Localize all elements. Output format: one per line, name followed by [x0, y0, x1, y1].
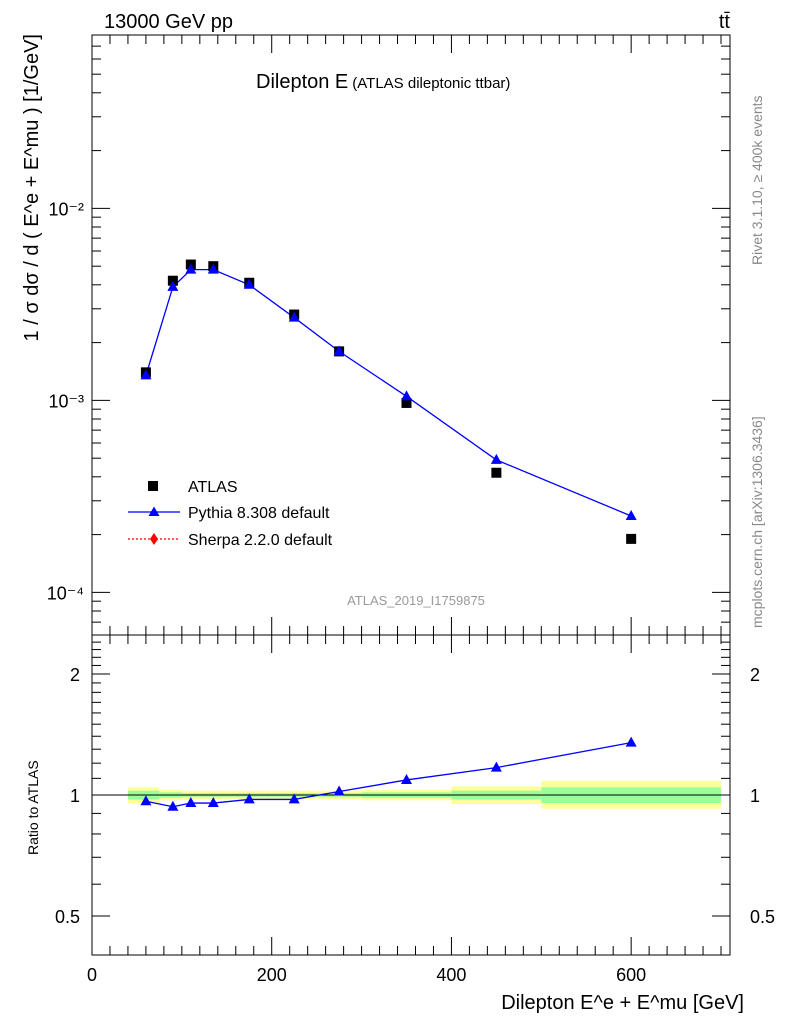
pythia-main-point-0: [140, 369, 152, 380]
atlas-point-7: [401, 397, 412, 408]
xtick-label-1: 200: [257, 965, 287, 985]
rivet-label: Rivet 3.1.10, ≥ 400k events: [749, 95, 765, 265]
legend-marker-pythia: [148, 506, 160, 516]
ratio-ytick-label-left-0: 0.5: [55, 907, 80, 927]
pythia-ratio-point-5: [288, 793, 300, 804]
mcplots-label: mcplots.cern.ch [arXiv:1306.3436]: [749, 416, 765, 628]
legend-marker-atlas: [148, 481, 158, 491]
analysis-id: ATLAS_2019_I1759875: [347, 593, 485, 608]
pythia-ratio-point-3: [207, 797, 219, 808]
legend-label-sherpa: Sherpa 2.2.0 default: [188, 532, 333, 549]
xtick-label-0: 0: [87, 965, 97, 985]
ratio-ytick-label-right-1: 1: [750, 786, 760, 806]
ratio-y-axis-label: Ratio to ATLAS: [25, 760, 41, 855]
pythia-main-point-9: [625, 509, 637, 520]
ratio-ytick-label-left-2: 2: [70, 665, 80, 685]
pythia-main-point-4: [243, 278, 255, 289]
ratio-ytick-label-right-2: 2: [750, 665, 760, 685]
plot-title-sub: (ATLAS dileptonic ttbar): [352, 75, 510, 92]
legend-label-atlas: ATLAS: [188, 479, 238, 496]
pythia-main-line: [145, 268, 632, 517]
x-axis-label: Dilepton E^e + E^mu [GeV]: [501, 992, 744, 1014]
pythia-ratio-point-2: [185, 797, 197, 808]
energy-label: 13000 GeV pp: [104, 11, 233, 33]
xtick-label-3: 600: [616, 965, 646, 985]
xtick-label-2: 400: [436, 965, 466, 985]
pythia-ratio-point-6: [333, 785, 345, 796]
pythia-main-point-1: [167, 280, 179, 291]
pythia-ratio-point-7: [401, 773, 413, 784]
main-y-ticks: 10⁻⁴ 10⁻³ 10⁻²: [47, 34, 730, 636]
atlas-point-9: [626, 533, 637, 544]
main-ytick-label-2: 10⁻²: [48, 199, 84, 219]
pythia-main-point-3: [207, 263, 219, 274]
ratio-series: [140, 736, 637, 811]
main-series: [140, 259, 637, 544]
legend: ATLAS Pythia 8.308 default Sherpa 2.2.0 …: [128, 479, 333, 549]
legend-label-pythia: Pythia 8.308 default: [188, 505, 330, 522]
pythia-ratio-point-9: [625, 736, 637, 747]
ratio-ytick-label-right-0: 0.5: [750, 907, 775, 927]
atlas-point-1: [167, 275, 178, 286]
pythia-main-point-8: [490, 453, 502, 464]
pythia-ratio-point-8: [490, 761, 502, 772]
pythia-ratio-line: [145, 741, 632, 808]
pythia-main-point-6: [333, 345, 345, 356]
ratio-y-ticks: 0.5 0.5 1 1 2 2: [55, 641, 775, 927]
main-y-axis-label: 1 / σ dσ / d ( E^e + E^mu ) [1/GeV]: [21, 34, 43, 341]
x-ticks: 0 200 400 600: [87, 35, 722, 985]
atlas-point-8: [491, 467, 502, 478]
pythia-main-point-5: [288, 311, 300, 322]
main-ytick-label-0: 10⁻⁴: [47, 583, 84, 603]
pythia-ratio-point-0: [140, 795, 152, 806]
pythia-main-point-2: [185, 263, 197, 274]
legend-marker-sherpa: [150, 533, 158, 545]
main-ytick-label-1: 10⁻³: [48, 391, 84, 411]
process-label: tt̄: [719, 11, 731, 33]
plot-title-main: Dilepton E: [256, 71, 348, 93]
pythia-ratio-point-4: [243, 793, 255, 804]
pythia-main-point-7: [401, 390, 413, 401]
ratio-ytick-label-left-1: 1: [70, 786, 80, 806]
plot-title: Dilepton E (ATLAS dileptonic ttbar): [256, 71, 510, 93]
pythia-ratio-point-1: [167, 800, 179, 811]
